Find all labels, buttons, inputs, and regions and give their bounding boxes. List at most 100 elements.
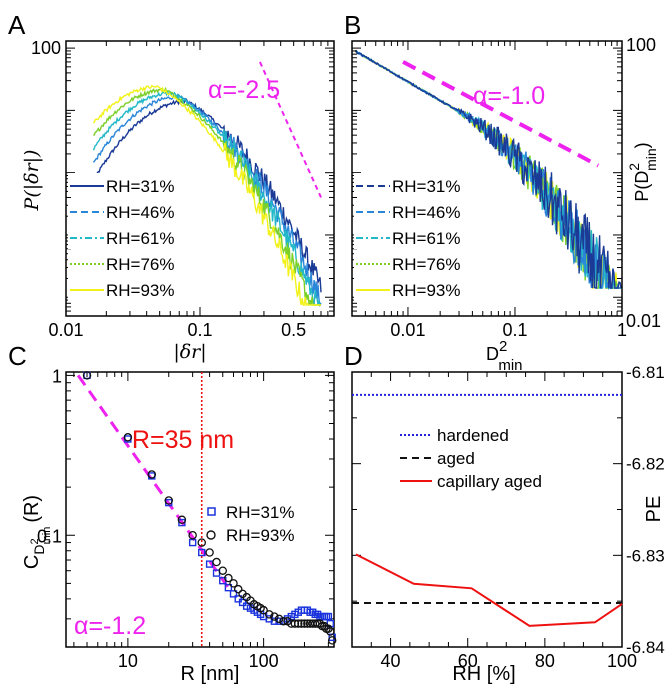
panel-a-x-label: |δr| <box>173 341 206 363</box>
panel-b-legend-bg <box>354 251 458 275</box>
panel-c-point-rh93 <box>224 573 233 583</box>
panel-c-slope-label: α=-1.2 <box>74 612 146 640</box>
panel-b-x-label: D2 min <box>486 338 523 374</box>
panel-c-point-rh31 <box>198 548 206 557</box>
panel-c-point-rh93 <box>279 616 288 626</box>
panel-d-legend: hardened aged capillary aged <box>400 426 542 491</box>
panel-c-y-label-subsub: min <box>41 527 53 545</box>
panel-c-y-label-sub: D <box>31 545 47 555</box>
panel-c-data <box>82 371 337 645</box>
panel-c-legend: RH=31% RH=93% <box>206 503 295 545</box>
panel-b-legend-label: RH=76% <box>392 255 461 274</box>
panel-d-series-capillary-aged <box>355 553 623 627</box>
panel-c-point-rh93 <box>326 627 335 636</box>
panel-c-y-label-main: C <box>21 555 43 569</box>
panel-a-guide-line <box>259 61 322 198</box>
panel-b-x-tick-label: 0.1 <box>502 320 527 340</box>
panel-b-legend: RH=31% RH=46% RH=61% RH=76% RH=93% <box>354 173 461 301</box>
panel-c-point-rh93 <box>164 496 173 505</box>
panel-c-point-rh93 <box>259 605 268 615</box>
panel-a-x-tick-label: 0.1 <box>187 320 212 340</box>
panel-c-point-rh93 <box>270 612 279 621</box>
panel-c-point-rh93 <box>294 619 303 628</box>
panel-c-point-rh31 <box>229 590 238 598</box>
panel-d-frame <box>351 371 623 648</box>
panel-a-slope-label: α=-2.5 <box>208 76 280 104</box>
panel-b-legend-label: RH=93% <box>392 281 461 300</box>
panel-a-legend: RH=31% RH=46% RH=61% RH=76% RH=93% <box>68 173 175 301</box>
panel-a-legend-label: RH=93% <box>106 281 175 300</box>
panel-d-y-tick-label: -6.84 <box>626 638 665 657</box>
panel-d: D 40 60 80 100 -6.81 -6.82 -6.83 -6.84 hardened… <box>344 341 665 685</box>
panel-c-point-rh31 <box>205 560 214 568</box>
panel-b-x-tick-label: 1 <box>617 320 627 340</box>
panel-d-letter: D <box>344 341 363 371</box>
panel-c-point-rh93 <box>300 619 309 628</box>
panel-b-letter: B <box>344 10 361 40</box>
panel-d-legend-label: aged <box>437 449 475 468</box>
panel-c-frame <box>65 371 335 648</box>
panel-c-point-rh93 <box>315 619 325 628</box>
panel-a-series-rh61 <box>92 90 322 306</box>
panel-c-point-rh31 <box>238 598 247 607</box>
panel-a-y-tick-label: 100 <box>31 38 61 58</box>
panel-c-guide-line <box>76 374 232 592</box>
panel-b-y-label-sup: 2 <box>626 163 642 171</box>
panel-c-y-tick-label: 0.1 <box>37 526 62 546</box>
panel-c-legend-label: RH=93% <box>226 526 295 545</box>
panel-a-legend-label: RH=61% <box>106 229 175 248</box>
panel-b-axes: 0.01 0.1 1 100 0.01 <box>351 35 661 340</box>
panel-d-data <box>352 393 623 627</box>
panel-c-letter: C <box>8 341 27 371</box>
panel-b-x-label-main: D <box>486 344 499 364</box>
panel-a-x-tick-label: 0.5 <box>281 320 306 340</box>
panel-d-x-tick-label: 80 <box>535 651 555 671</box>
panel-a-series-rh93 <box>92 84 321 307</box>
panel-b-y-label: P(D2min) <box>626 142 659 201</box>
panel-b-x-label-sup: 2 <box>499 338 507 355</box>
panel-c-legend-label: RH=31% <box>226 503 295 522</box>
panel-a-axes: 0.01 0.1 0.5 100 <box>31 38 335 340</box>
panel-b-y-label-end: ) <box>632 142 652 148</box>
panel-d-legend-label: capillary aged <box>437 472 542 491</box>
panel-d-legend-label: hardened <box>437 426 509 445</box>
panel-c-point-rh93 <box>327 636 337 645</box>
panel-b-y-tick-label: 0.01 <box>626 311 661 331</box>
panel-b-series-rh31 <box>354 49 622 289</box>
panel-c-point-rh93 <box>177 515 187 525</box>
panel-a-series-rh76 <box>93 86 321 306</box>
panel-b-data <box>354 49 622 291</box>
panel-b-y-tick-label: 100 <box>626 35 656 55</box>
panel-c-point-rh93 <box>218 566 228 575</box>
panel-c-point-rh31 <box>188 538 197 547</box>
panel-d-y-tick-label: -6.83 <box>626 546 665 565</box>
panel-b-legend-label: RH=31% <box>392 177 461 196</box>
panel-c-y-tick-label: 1 <box>52 366 62 386</box>
panel-a-y-label: P(|δr|) <box>21 150 43 212</box>
panel-c-y-label: CD2min (R) <box>21 495 53 569</box>
panel-d-x-tick-label: 100 <box>607 651 637 671</box>
panel-a-legend-label: RH=46% <box>106 203 175 222</box>
panel-d-axes: 40 60 80 100 -6.81 -6.82 -6.83 -6.84 <box>351 363 665 671</box>
panel-c-point-rh93 <box>123 433 133 442</box>
panel-c-point-rh93 <box>303 619 312 628</box>
panel-c-x-label: R [nm] <box>181 663 240 685</box>
panel-b-guide-line <box>402 60 600 168</box>
panel-d-y-label: PE <box>643 496 665 523</box>
panel-c-axes: 10 100 1 0.1 <box>37 366 334 671</box>
panel-a-data <box>92 84 322 308</box>
panel-c-point-rh31 <box>320 612 329 621</box>
panel-a-letter: A <box>8 10 26 40</box>
panel-c-point-rh93 <box>233 584 243 594</box>
panel-c-point-rh93 <box>188 531 197 540</box>
panel-b-legend-label: RH=46% <box>392 203 461 222</box>
panel-c-point-rh31 <box>322 612 331 621</box>
panel-c-point-rh31 <box>270 617 279 625</box>
panel-c-point-rh93 <box>229 579 238 588</box>
panel-c-point-rh31 <box>224 583 233 592</box>
panel-c-y-label-subsup: 2 <box>29 538 41 544</box>
panel-c-legend-marker <box>206 530 216 540</box>
